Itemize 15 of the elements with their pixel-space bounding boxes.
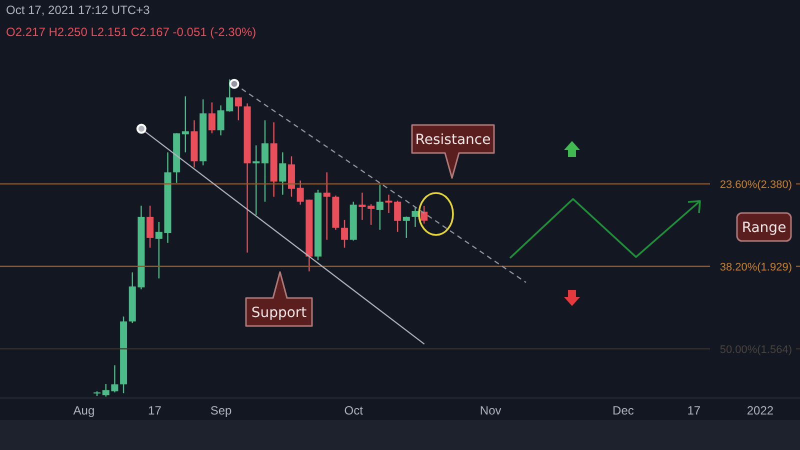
x-tick-label: 17 [687, 404, 701, 418]
annotation: O2.217 H2.250 L2.151 C2.167 -0.051 (-2.30%) [6, 25, 256, 39]
x-tick-label: Aug [73, 404, 95, 418]
x-tick-label: Nov [480, 404, 502, 418]
x-tick-label: 17 [148, 404, 162, 418]
ref-line-label: 38.20%(1.929) [720, 261, 792, 274]
annotation: Resistance [415, 132, 491, 148]
x-tick-label: 2022 [746, 404, 774, 418]
ref-line-label: 23.60%(2.380) [720, 178, 792, 191]
x-tick-label: Oct [344, 404, 364, 418]
x-tick-label: Sep [210, 404, 232, 418]
annotation: Oct 17, 2021 17:12 UTC+3 [6, 3, 150, 17]
annotation: Support [251, 305, 308, 321]
annotation: Range [742, 220, 786, 236]
x-tick-label: Dec [612, 404, 634, 418]
